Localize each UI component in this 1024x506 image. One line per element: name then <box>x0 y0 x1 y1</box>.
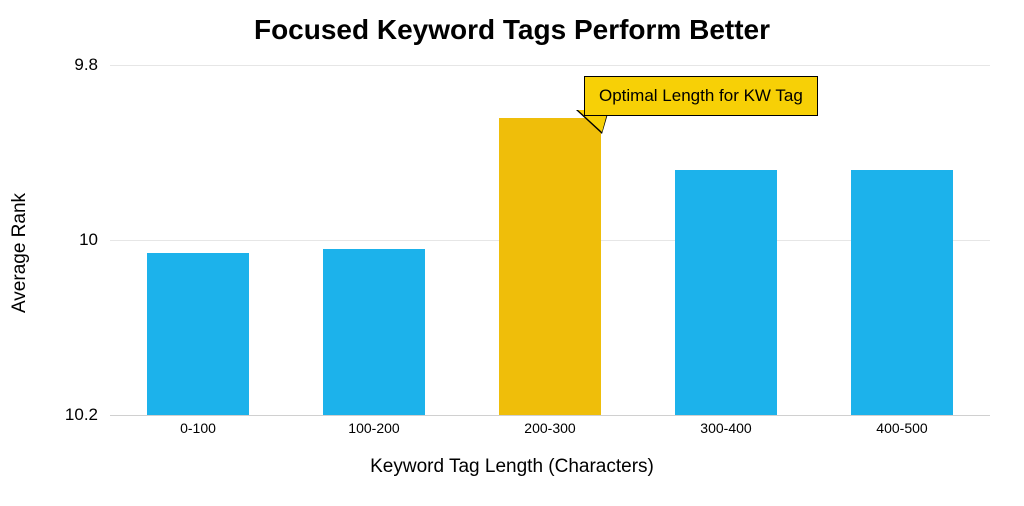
bar-slot <box>638 65 814 415</box>
bar-slot <box>110 65 286 415</box>
bar <box>147 253 249 415</box>
bar-slot <box>286 65 462 415</box>
callout-bubble: Optimal Length for KW Tag <box>584 76 818 116</box>
bar <box>323 249 425 415</box>
chart-container: Focused Keyword Tags Perform Better Aver… <box>0 0 1024 506</box>
y-axis-label: Average Rank <box>9 193 31 313</box>
gridline <box>110 415 990 416</box>
x-tick-label: 300-400 <box>638 420 814 436</box>
y-tick-label: 10 <box>79 230 98 250</box>
x-tick-label: 0-100 <box>110 420 286 436</box>
x-tick-label: 200-300 <box>462 420 638 436</box>
y-tick-label: 10.2 <box>65 405 98 425</box>
x-axis-label: Keyword Tag Length (Characters) <box>0 456 1024 478</box>
x-tick-label: 400-500 <box>814 420 990 436</box>
plot-area: 9.81010.2 <box>110 65 990 415</box>
chart-title: Focused Keyword Tags Perform Better <box>0 14 1024 46</box>
x-tick-label: 100-200 <box>286 420 462 436</box>
y-tick-label: 9.8 <box>74 55 98 75</box>
bar-highlight <box>499 118 601 416</box>
bar-slot <box>462 65 638 415</box>
x-tick-row: 0-100100-200200-300300-400400-500 <box>110 420 990 436</box>
bars-row <box>110 65 990 415</box>
bar <box>851 170 953 415</box>
bar-slot <box>814 65 990 415</box>
bar <box>675 170 777 415</box>
